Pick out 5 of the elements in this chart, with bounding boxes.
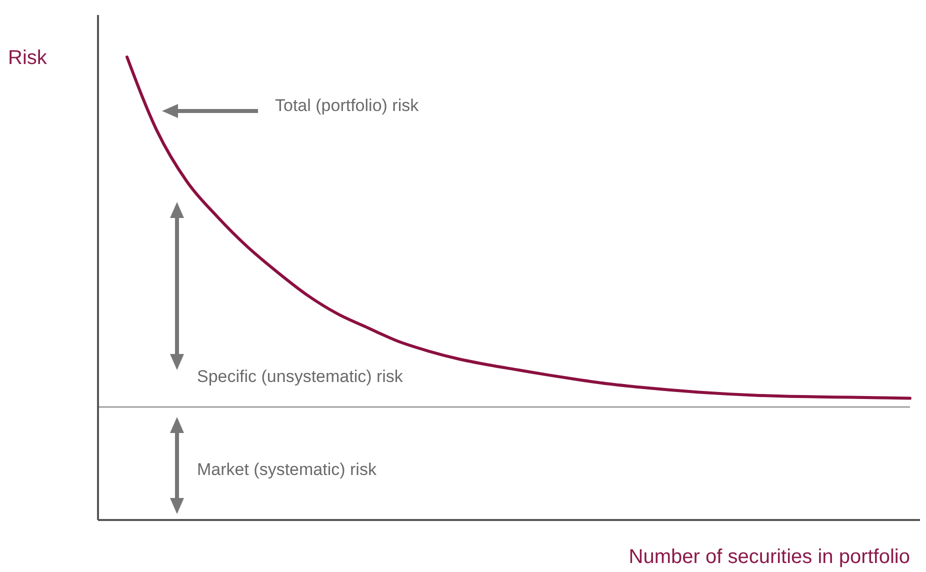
annotation: Market (systematic) risk xyxy=(197,460,377,479)
y-axis-title: Risk xyxy=(8,47,48,69)
annotation: Total (portfolio) risk xyxy=(275,96,420,115)
x-axis-title: Number of securities in portfolio xyxy=(628,546,910,568)
annotation: Specific (unsystematic) risk xyxy=(197,367,404,386)
